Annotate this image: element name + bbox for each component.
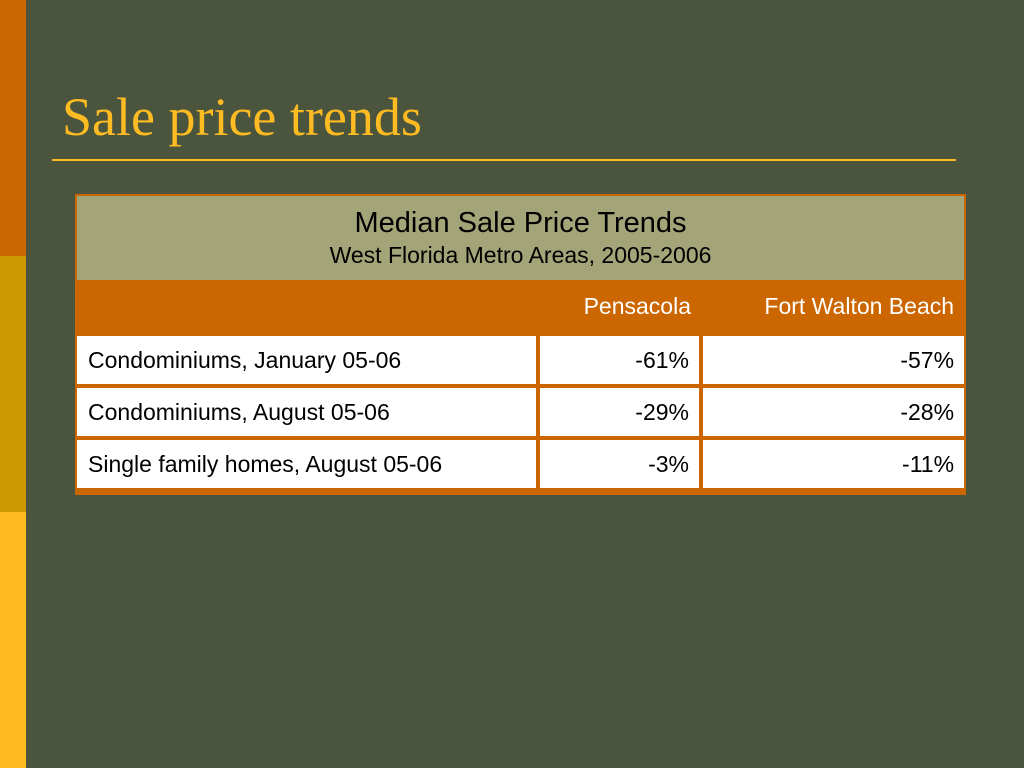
fort-walton-beach-value: -28% bbox=[698, 384, 965, 438]
fort-walton-beach-value: -57% bbox=[698, 332, 965, 386]
table-caption-title: Median Sale Price Trends bbox=[354, 207, 687, 239]
price-trends-table-frame: Median Sale Price Trends West Florida Me… bbox=[75, 194, 966, 495]
row-label: Single family homes, August 05-06 bbox=[77, 436, 538, 488]
table-row: Single family homes, August 05-06 -3% -1… bbox=[77, 436, 965, 488]
table-caption: Median Sale Price Trends West Florida Me… bbox=[77, 196, 965, 280]
table-header-row: Pensacola Fort Walton Beach bbox=[77, 280, 965, 334]
pensacola-value: -3% bbox=[536, 436, 701, 488]
fort-walton-beach-value: -11% bbox=[698, 436, 965, 488]
table-caption-row: Median Sale Price Trends West Florida Me… bbox=[77, 196, 965, 280]
side-accent-bar-gold bbox=[0, 256, 26, 512]
table-row: Condominiums, January 05-06 -61% -57% bbox=[77, 332, 965, 386]
column-header-label bbox=[77, 280, 538, 334]
row-label: Condominiums, January 05-06 bbox=[77, 332, 538, 386]
column-header-pensacola: Pensacola bbox=[538, 280, 701, 334]
column-header-fort-walton-beach: Fort Walton Beach bbox=[701, 280, 965, 334]
row-label: Condominiums, August 05-06 bbox=[77, 384, 538, 438]
table-row: Condominiums, August 05-06 -29% -28% bbox=[77, 384, 965, 438]
pensacola-value: -29% bbox=[536, 384, 701, 438]
price-trends-table: Median Sale Price Trends West Florida Me… bbox=[77, 196, 965, 488]
slide-title: Sale price trends bbox=[62, 87, 422, 147]
pensacola-value: -61% bbox=[536, 332, 701, 386]
side-accent-bar-orange bbox=[0, 0, 26, 256]
title-underline bbox=[52, 159, 956, 161]
side-accent-bar-yellow bbox=[0, 512, 26, 768]
table-caption-subtitle: West Florida Metro Areas, 2005-2006 bbox=[329, 242, 712, 268]
